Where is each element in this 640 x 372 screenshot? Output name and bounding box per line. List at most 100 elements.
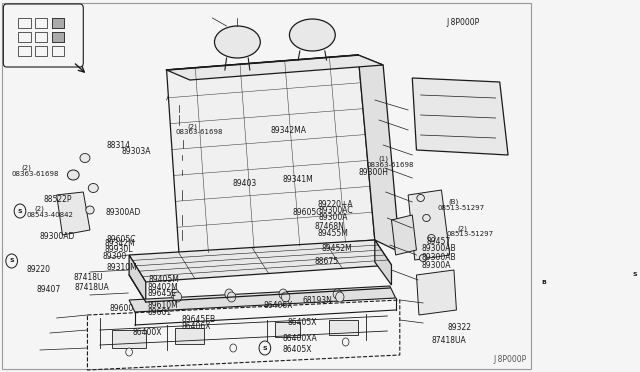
Text: 89342M: 89342M xyxy=(104,239,135,248)
Text: 89300AC: 89300AC xyxy=(319,206,353,215)
Text: 89300A: 89300A xyxy=(319,213,348,222)
Circle shape xyxy=(538,276,550,290)
Ellipse shape xyxy=(214,26,260,58)
Text: (2): (2) xyxy=(458,226,467,232)
Text: 08363-61698: 08363-61698 xyxy=(367,162,414,168)
Text: 88314: 88314 xyxy=(107,141,131,150)
Text: (B): (B) xyxy=(449,199,459,205)
Text: 87418UA: 87418UA xyxy=(75,283,109,292)
Text: (2): (2) xyxy=(21,165,31,171)
Text: (1): (1) xyxy=(378,156,388,163)
Circle shape xyxy=(282,292,290,302)
Text: 89605C: 89605C xyxy=(292,208,322,217)
Circle shape xyxy=(225,289,233,299)
Text: 89310M: 89310M xyxy=(107,263,138,272)
Text: 08363-61698: 08363-61698 xyxy=(12,171,60,177)
Bar xyxy=(35,18,47,28)
Polygon shape xyxy=(129,255,146,302)
Bar xyxy=(35,32,47,42)
Text: (2): (2) xyxy=(188,123,198,130)
Text: 89300AB: 89300AB xyxy=(421,244,456,253)
Bar xyxy=(113,330,146,348)
Circle shape xyxy=(342,338,349,346)
Ellipse shape xyxy=(417,195,424,202)
Text: 89303A: 89303A xyxy=(122,147,151,156)
Text: 86400X: 86400X xyxy=(132,328,162,337)
Polygon shape xyxy=(417,270,456,315)
Text: 89300H: 89300H xyxy=(358,168,388,177)
Text: 89403: 89403 xyxy=(232,179,257,188)
Polygon shape xyxy=(412,78,508,155)
Text: S: S xyxy=(262,346,267,350)
Text: 08513-51297: 08513-51297 xyxy=(437,205,484,211)
Text: 89645E: 89645E xyxy=(147,289,176,298)
Bar xyxy=(19,46,31,56)
Bar xyxy=(52,46,64,56)
Text: 89300AB: 89300AB xyxy=(421,253,456,262)
Circle shape xyxy=(6,254,17,268)
Circle shape xyxy=(230,344,237,352)
Circle shape xyxy=(14,204,26,218)
Circle shape xyxy=(629,267,640,281)
Text: 89342MA: 89342MA xyxy=(271,126,307,135)
Ellipse shape xyxy=(422,215,430,221)
Bar xyxy=(19,32,31,42)
Text: 89300A: 89300A xyxy=(421,261,451,270)
Text: 87418UA: 87418UA xyxy=(432,336,467,345)
Ellipse shape xyxy=(419,254,427,262)
Polygon shape xyxy=(408,190,450,260)
Text: 89452M: 89452M xyxy=(322,244,353,253)
Ellipse shape xyxy=(80,154,90,163)
Text: 88522P: 88522P xyxy=(44,195,72,204)
Text: 86406X: 86406X xyxy=(263,301,293,310)
Text: 86406X: 86406X xyxy=(181,322,211,331)
Text: 89341M: 89341M xyxy=(282,175,313,184)
Text: 89645EB: 89645EB xyxy=(181,315,216,324)
Bar xyxy=(175,328,204,344)
Circle shape xyxy=(126,348,132,356)
Text: 89610M: 89610M xyxy=(147,301,178,310)
Text: 89405M: 89405M xyxy=(148,275,179,284)
Circle shape xyxy=(259,341,271,355)
Text: J 8P000P: J 8P000P xyxy=(493,355,526,364)
Text: S: S xyxy=(18,208,22,214)
Polygon shape xyxy=(129,240,392,282)
Text: 89407: 89407 xyxy=(36,285,61,294)
Text: 87418U: 87418U xyxy=(74,273,103,282)
Ellipse shape xyxy=(88,183,99,192)
Text: 68193N: 68193N xyxy=(303,296,333,305)
FancyBboxPatch shape xyxy=(3,4,83,67)
Bar xyxy=(19,18,31,28)
Polygon shape xyxy=(358,55,400,252)
Circle shape xyxy=(173,292,182,302)
Text: (2): (2) xyxy=(35,206,45,212)
Text: 89402M: 89402M xyxy=(147,283,178,292)
Text: 08513-51297: 08513-51297 xyxy=(447,231,494,237)
Text: B: B xyxy=(541,280,547,285)
Text: 86400XA: 86400XA xyxy=(282,334,317,343)
Text: 89300: 89300 xyxy=(102,252,127,261)
Text: 88675: 88675 xyxy=(314,257,339,266)
Bar xyxy=(52,32,64,42)
Text: 89220+A: 89220+A xyxy=(317,200,353,209)
Circle shape xyxy=(227,292,236,302)
Text: 89455M: 89455M xyxy=(317,229,349,238)
Text: 89605C: 89605C xyxy=(107,235,136,244)
Text: 08363-61698: 08363-61698 xyxy=(176,129,223,135)
Text: 87468N: 87468N xyxy=(314,222,344,231)
Text: J 8P000P: J 8P000P xyxy=(447,18,480,27)
Ellipse shape xyxy=(428,234,435,241)
Polygon shape xyxy=(392,215,417,255)
Text: S: S xyxy=(10,259,14,263)
Ellipse shape xyxy=(86,206,94,214)
Bar xyxy=(35,46,47,56)
Text: S: S xyxy=(632,272,637,276)
Polygon shape xyxy=(129,286,396,312)
Text: 89220: 89220 xyxy=(27,265,51,274)
Text: 86405X: 86405X xyxy=(282,345,312,354)
Text: 86405X: 86405X xyxy=(288,318,317,327)
Polygon shape xyxy=(166,55,383,80)
Text: 89322: 89322 xyxy=(448,323,472,332)
Text: 08543-40842: 08543-40842 xyxy=(27,212,74,218)
Ellipse shape xyxy=(67,170,79,180)
